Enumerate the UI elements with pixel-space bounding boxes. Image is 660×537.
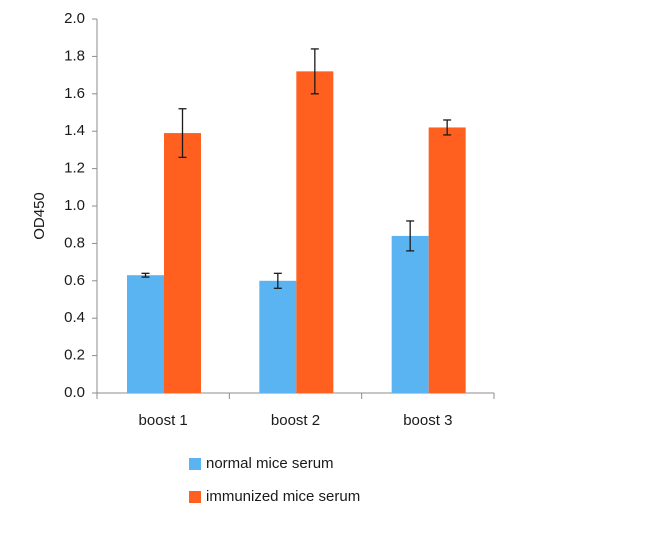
axis-labels: 0.0 0.2 0.4 0.6 0.8 1.0 1.2 1.4 1.6 1.8 2.0 boost 1…: [64, 10, 452, 429]
y-axis-title: OD450: [31, 192, 48, 240]
y-tick-label: 1.2: [64, 160, 85, 177]
bar-immunized-1: [164, 133, 201, 393]
y-tick-label: 1.4: [64, 122, 85, 139]
y-tick-label: 2.0: [64, 10, 85, 27]
bars: [127, 71, 466, 394]
bar-normal-3: [391, 235, 429, 393]
legend-label: normal mice serum: [206, 455, 334, 472]
bar-normal-2: [259, 280, 297, 393]
bar-normal-1: [127, 275, 164, 393]
legend-swatch: [189, 458, 201, 470]
bar-immunized-2: [296, 71, 334, 394]
y-tick-label: 0.6: [64, 272, 85, 289]
y-tick-label: 1.0: [64, 197, 85, 214]
y-tick-label: 0.2: [64, 347, 85, 364]
legend: normal mice serum immunized mice serum: [189, 455, 360, 505]
x-category-label: boost 2: [271, 412, 320, 429]
y-tick-label: 1.8: [64, 47, 85, 64]
x-category-label: boost 1: [139, 412, 188, 429]
error-bars: [141, 48, 452, 289]
y-tick-label: 0.0: [64, 384, 85, 401]
y-tick-label: 0.8: [64, 234, 85, 251]
legend-swatch: [189, 491, 201, 503]
x-category-label: boost 3: [403, 412, 452, 429]
y-tick-label: 0.4: [64, 309, 85, 326]
y-tick-label: 1.6: [64, 85, 85, 102]
bar-immunized-3: [428, 127, 466, 394]
legend-label: immunized mice serum: [206, 488, 360, 505]
